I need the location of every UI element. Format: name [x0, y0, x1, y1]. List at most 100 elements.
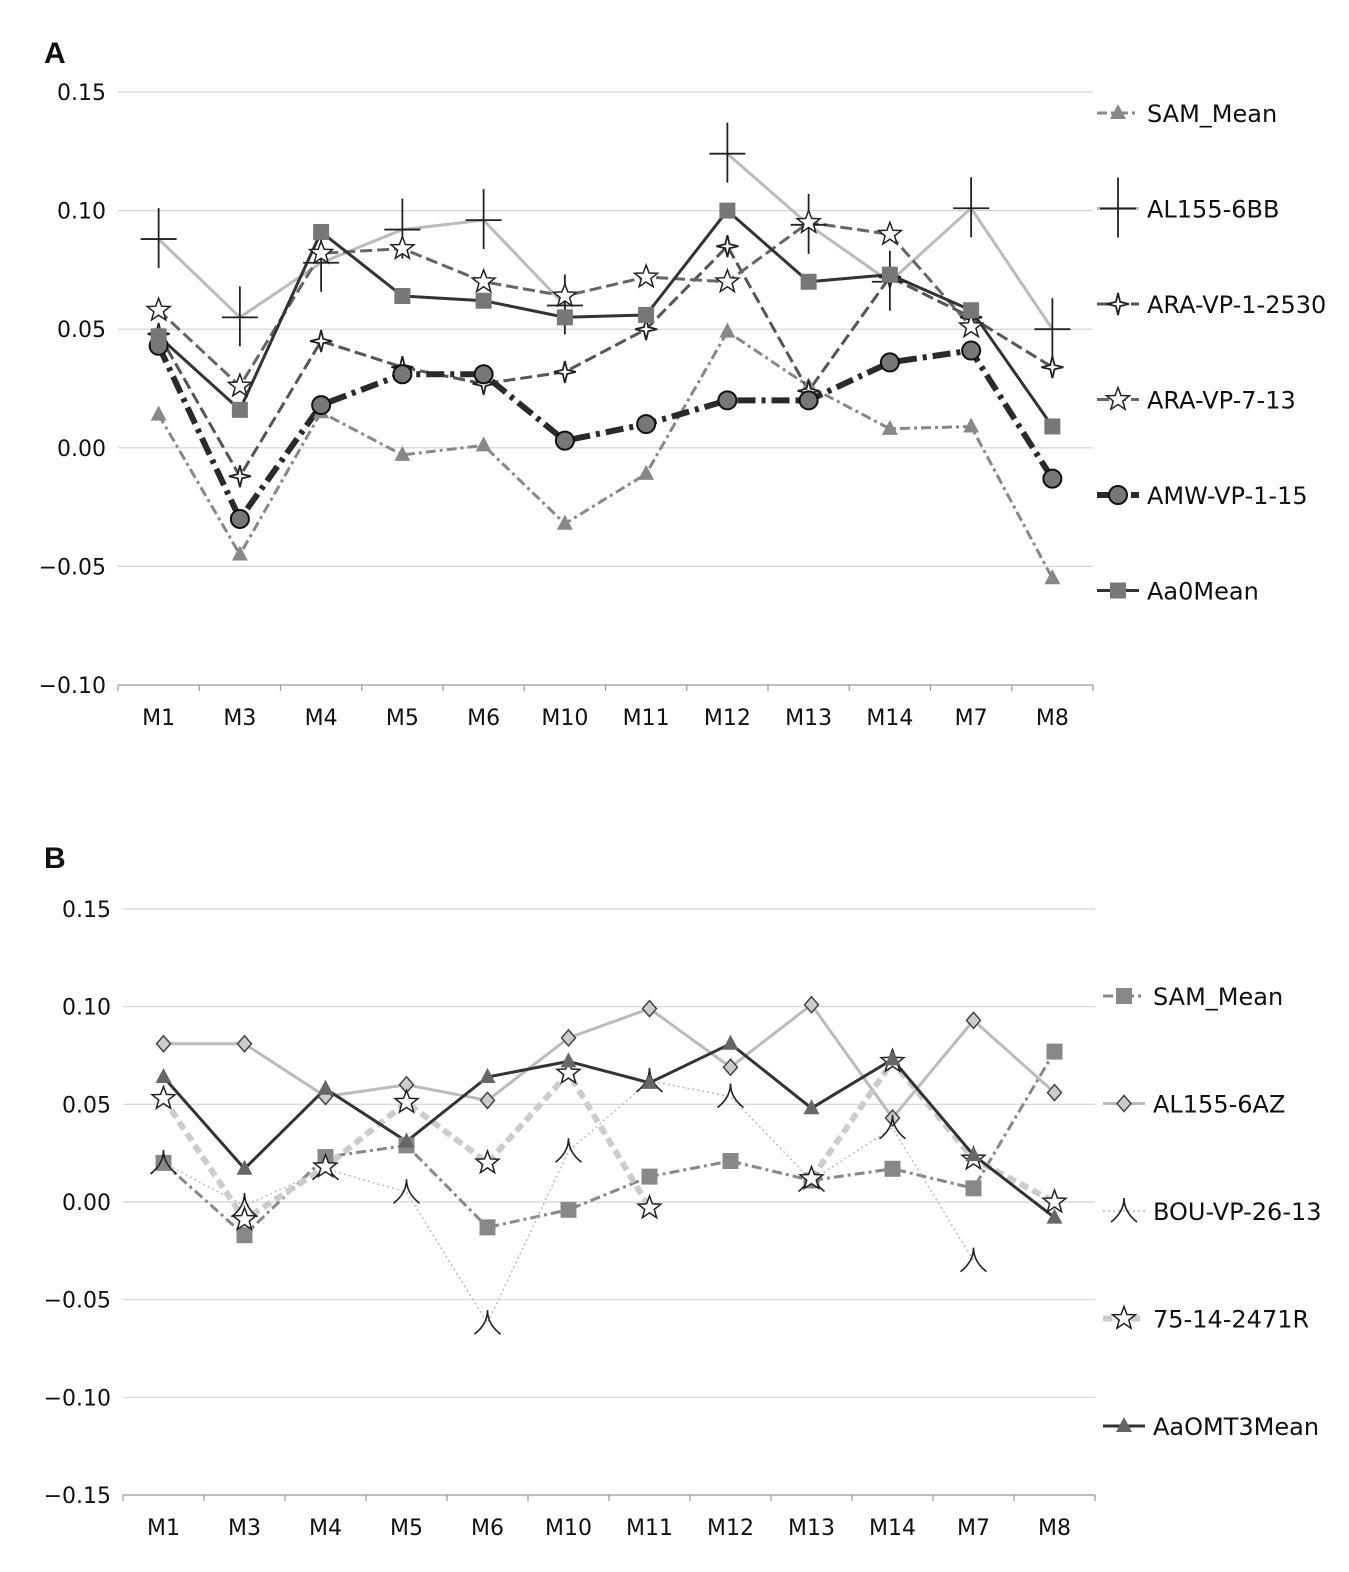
y-tick-label: −0.10 [44, 1386, 111, 1411]
legend-swatch-marker [1116, 1094, 1132, 1113]
y-tick-label: −0.05 [39, 555, 106, 580]
panel-a-letter: A [44, 37, 66, 70]
legend-label: 75-14-2471R [1153, 1306, 1309, 1334]
data-point [394, 445, 411, 461]
panel-b: B 0.15 0.10 0.05 0.00 −0.05 −0.10 −0.15 M1 M3 M4 M… [44, 842, 1322, 1541]
data-point [398, 1132, 415, 1148]
x-tick-label: M7 [955, 706, 988, 731]
x-tick-label: M10 [545, 1516, 592, 1541]
data-point [638, 464, 655, 480]
x-tick-label: M12 [704, 706, 751, 731]
x-tick-label: M1 [142, 706, 175, 731]
data-point [560, 1201, 577, 1218]
x-tick-label: M6 [471, 1516, 504, 1541]
data-point [641, 1168, 658, 1185]
data-point [473, 364, 494, 385]
data-point [1044, 569, 1061, 585]
data-point [555, 1058, 582, 1085]
series-line [157, 209, 1054, 428]
data-point [236, 1034, 253, 1053]
data-point [957, 312, 985, 339]
data-point [231, 1205, 258, 1232]
data-point [553, 360, 577, 384]
legend-label: SAM_Mean [1147, 100, 1277, 128]
data-point [556, 309, 573, 326]
data-point [475, 292, 492, 309]
x-tick-label: M5 [386, 706, 419, 731]
data-point [311, 395, 332, 416]
data-point [722, 1058, 739, 1077]
x-tick-label: M10 [541, 706, 588, 731]
data-point [1046, 1083, 1063, 1102]
data-point [953, 177, 990, 238]
series-line [155, 344, 1055, 522]
data-point [479, 1219, 496, 1236]
legend-label: AaOMT3Mean [1153, 1413, 1319, 1441]
data-point [150, 405, 167, 421]
y-tick-label: 0.15 [62, 898, 111, 923]
data-point [551, 281, 579, 308]
data-point [228, 465, 252, 488]
legend-swatch-marker [1104, 385, 1132, 411]
x-tick-label: M14 [866, 706, 913, 731]
data-point [1046, 1208, 1063, 1224]
x-tick-label: M3 [223, 706, 256, 731]
data-point [709, 122, 746, 183]
data-point [393, 1088, 420, 1114]
data-point [388, 234, 416, 261]
data-point [881, 419, 898, 435]
data-point [309, 329, 333, 353]
data-point [963, 417, 980, 433]
data-point [798, 1164, 825, 1191]
legend-swatch-marker [1100, 177, 1136, 238]
legend-swatch-marker [1110, 1304, 1138, 1330]
series-line [157, 218, 566, 319]
data-point [312, 1152, 339, 1179]
x-tick-label: M4 [305, 706, 338, 731]
legend-label: SAM_Mean [1153, 983, 1283, 1011]
y-tick-label: 0.10 [62, 996, 111, 1021]
data-point [307, 239, 335, 265]
data-point [231, 401, 248, 418]
data-point [231, 545, 248, 561]
y-tick-label: 0.05 [62, 1093, 111, 1118]
data-point [803, 995, 820, 1014]
y-tick-label: −0.15 [44, 1484, 111, 1509]
legend-label: AMW-VP-1-15 [1147, 482, 1308, 510]
legend-label: ARA-VP-7-13 [1147, 387, 1296, 415]
data-point [226, 371, 254, 398]
data-point [474, 1148, 501, 1175]
legend-label: BOU-VP-26-13 [1153, 1198, 1322, 1226]
legend-swatch-marker [1116, 1417, 1132, 1432]
data-point [392, 364, 413, 385]
panel-b-letter: B [44, 842, 66, 875]
data-point [713, 267, 741, 294]
data-point [963, 302, 980, 319]
data-point [229, 508, 250, 529]
data-point [155, 1154, 172, 1171]
data-point [313, 223, 330, 240]
data-point [475, 436, 492, 452]
legend-label: AL155-6BB [1147, 196, 1279, 224]
data-point [1044, 418, 1061, 435]
data-point [150, 1084, 177, 1110]
y-tick-label: 0.10 [57, 200, 106, 225]
data-point [879, 352, 900, 373]
data-point [236, 1159, 253, 1175]
data-point [884, 1050, 901, 1066]
data-point [632, 262, 660, 289]
legend-swatch-marker [1110, 582, 1126, 599]
data-point [717, 1083, 744, 1109]
x-tick-label: M13 [785, 706, 832, 731]
data-point [884, 1160, 901, 1177]
data-point [960, 1247, 987, 1273]
data-point [634, 317, 658, 341]
data-point [145, 296, 173, 322]
x-tick-label: M1 [147, 1516, 180, 1541]
data-point [465, 189, 502, 250]
data-point [317, 1079, 334, 1095]
legend-swatch-marker [1116, 988, 1132, 1004]
data-point [155, 1067, 172, 1083]
data-point [474, 1310, 501, 1335]
